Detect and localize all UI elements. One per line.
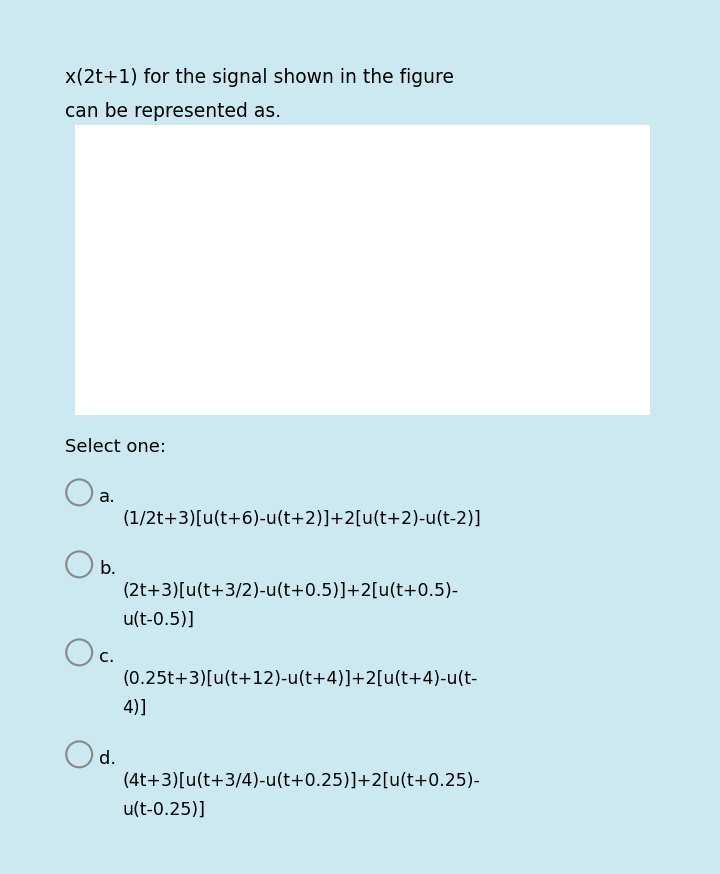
Text: 2: 2 bbox=[489, 357, 502, 375]
Text: u(t-0.5)]: u(t-0.5)] bbox=[122, 611, 194, 628]
Text: b.: b. bbox=[99, 560, 117, 578]
Text: Select one:: Select one: bbox=[65, 438, 166, 456]
Text: a.: a. bbox=[99, 488, 116, 506]
Text: 4)]: 4)] bbox=[122, 698, 147, 717]
Text: can be represented as.: can be represented as. bbox=[65, 102, 281, 121]
Text: (1/2t+3)[u(t+6)-u(t+2)]+2[u(t+2)-u(t-2)]: (1/2t+3)[u(t+6)-u(t+2)]+2[u(t+2)-u(t-2)] bbox=[122, 510, 481, 528]
Text: x(t): x(t) bbox=[337, 155, 382, 174]
Text: x(2t+1) for the signal shown in the figure: x(2t+1) for the signal shown in the figu… bbox=[65, 68, 454, 87]
Text: c.: c. bbox=[99, 648, 115, 666]
Text: (0.25t+3)[u(t+12)-u(t+4)]+2[u(t+4)-u(t-: (0.25t+3)[u(t+12)-u(t+4)]+2[u(t+4)-u(t- bbox=[122, 669, 478, 688]
Text: u(t-0.25)]: u(t-0.25)] bbox=[122, 801, 205, 819]
Text: (2t+3)[u(t+3/2)-u(t+0.5)]+2[u(t+0.5)-: (2t+3)[u(t+3/2)-u(t+0.5)]+2[u(t+0.5)- bbox=[122, 582, 459, 600]
Text: t: t bbox=[632, 355, 642, 374]
Text: 0: 0 bbox=[353, 357, 365, 375]
Text: -2: -2 bbox=[190, 357, 210, 375]
Text: d.: d. bbox=[99, 750, 117, 768]
Text: (4t+3)[u(t+3/4)-u(t+0.25)]+2[u(t+0.25)-: (4t+3)[u(t+3/4)-u(t+0.25)]+2[u(t+0.25)- bbox=[122, 772, 480, 790]
Text: 2: 2 bbox=[320, 215, 333, 233]
